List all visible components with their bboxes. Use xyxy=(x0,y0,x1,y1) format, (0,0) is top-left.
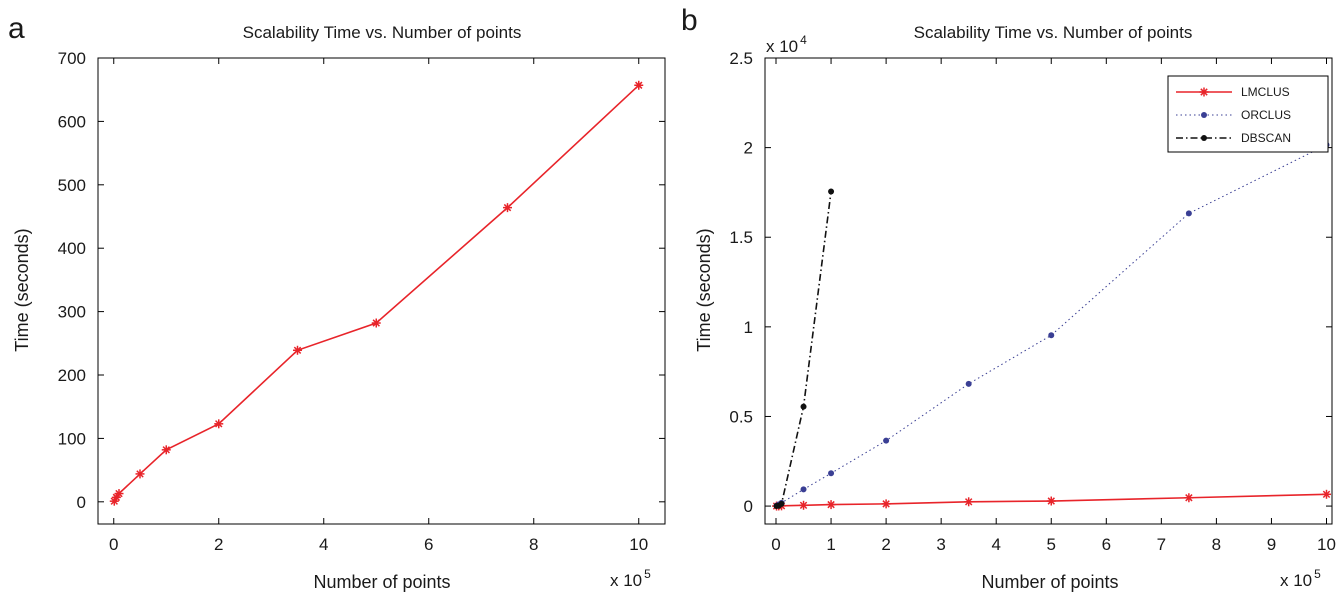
x-tick-label-b-7: 7 xyxy=(1157,535,1166,554)
legend-marker-0 xyxy=(1199,87,1209,97)
series-area-a xyxy=(109,80,644,506)
x-tick-label-b-10: 10 xyxy=(1317,535,1336,554)
x-tick-label-a-3: 6 xyxy=(424,535,433,554)
y-tick-label-b-3: 1.5 xyxy=(729,228,753,247)
data-point-a-0-2 xyxy=(114,489,124,499)
data-point-b-0-6 xyxy=(964,497,974,507)
y-multiplier-b: x 10 4 xyxy=(766,33,807,56)
chart-title-a: Scalability Time vs. Number of points xyxy=(243,23,522,42)
data-point-b-2-4 xyxy=(828,188,835,195)
data-point-b-1-4 xyxy=(828,470,835,477)
y-tick-label-a-4: 400 xyxy=(58,239,86,258)
y-tick-label-b-4: 2 xyxy=(744,139,753,158)
x-tick-label-a-0: 0 xyxy=(109,535,118,554)
data-point-b-2-3 xyxy=(800,403,807,410)
x-tick-label-b-8: 8 xyxy=(1212,535,1221,554)
x-tick-label-b-0: 0 xyxy=(771,535,780,554)
x-tick-label-b-5: 5 xyxy=(1047,535,1056,554)
legend-label-2: DBSCAN xyxy=(1241,131,1291,145)
y-axis-label-b: Time (seconds) xyxy=(694,228,714,351)
y-tick-label-b-5: 2.5 xyxy=(729,49,753,68)
x-tick-label-a-4: 8 xyxy=(529,535,538,554)
x-tick-label-a-2: 4 xyxy=(319,535,328,554)
series-a-0 xyxy=(109,80,644,506)
legend-label-1: ORCLUS xyxy=(1241,108,1291,122)
y-tick-label-a-0: 0 xyxy=(77,493,86,512)
x-tick-label-a-1: 2 xyxy=(214,535,223,554)
legend-item-1: ORCLUS xyxy=(1176,108,1291,122)
legend-label-0: LMCLUS xyxy=(1241,85,1290,99)
data-point-b-0-4 xyxy=(826,500,836,510)
y-tick-label-a-3: 300 xyxy=(58,303,86,322)
y-tick-label-a-5: 500 xyxy=(58,176,86,195)
data-point-b-1-8 xyxy=(1185,210,1192,217)
legend-marker-2 xyxy=(1201,135,1207,141)
data-point-b-2-2 xyxy=(778,500,785,507)
x-axis-label-b: Number of points xyxy=(981,572,1118,592)
series-area-b xyxy=(772,141,1331,511)
x-tick-label-b-3: 3 xyxy=(936,535,945,554)
plot-frame-a xyxy=(97,57,666,525)
series-b-2 xyxy=(773,188,835,509)
data-point-a-0-5 xyxy=(214,419,224,429)
data-point-b-1-3 xyxy=(800,486,807,493)
series-line-b-2 xyxy=(776,191,832,507)
data-point-a-0-4 xyxy=(161,445,171,455)
y-tick-label-a-1: 100 xyxy=(58,429,86,448)
y-tick-label-a-6: 600 xyxy=(58,112,86,131)
axis-ticks-b: 0 1 2 3 4 5 6 7 8 9 10 0 0.5 1 1.5 2 2.5 xyxy=(729,49,1336,554)
y-tick-label-b-2: 1 xyxy=(744,318,753,337)
data-point-b-0-5 xyxy=(881,499,891,509)
data-point-b-0-7 xyxy=(1046,496,1056,506)
data-point-b-1-5 xyxy=(883,437,890,444)
legend-box xyxy=(1167,75,1329,153)
legend-marker-1 xyxy=(1201,112,1207,118)
series-line-b-1 xyxy=(776,144,1327,507)
data-point-a-0-7 xyxy=(371,318,381,328)
data-point-b-0-8 xyxy=(1184,493,1194,503)
x-tick-label-a-5: 10 xyxy=(629,535,648,554)
chart-title-b: Scalability Time vs. Number of points xyxy=(914,23,1193,42)
data-point-b-0-9 xyxy=(1321,489,1331,499)
data-point-b-0-3 xyxy=(799,500,809,510)
x-tick-label-b-9: 9 xyxy=(1267,535,1276,554)
x-tick-label-b-4: 4 xyxy=(991,535,1000,554)
series-b-0 xyxy=(772,489,1331,511)
data-point-a-0-6 xyxy=(293,345,302,355)
x-multiplier-b: x 10 5 xyxy=(1280,567,1321,590)
legend-item-0: LMCLUS xyxy=(1176,85,1290,99)
y-tick-label-b-1: 0.5 xyxy=(729,407,753,426)
x-tick-label-b-2: 2 xyxy=(881,535,890,554)
y-tick-label-a-2: 200 xyxy=(58,366,86,385)
data-point-a-0-3 xyxy=(135,469,145,479)
plot-frame-b xyxy=(764,57,1333,525)
series-b-1 xyxy=(773,141,1330,509)
x-axis-label-a: Number of points xyxy=(313,572,450,592)
data-point-b-1-7 xyxy=(1048,332,1055,339)
data-point-a-0-8 xyxy=(503,203,512,213)
y-tick-label-a-7: 700 xyxy=(58,49,86,68)
legend-items: LMCLUS ORCLUS DBSCAN xyxy=(1176,85,1291,145)
x-tick-label-b-6: 6 xyxy=(1102,535,1111,554)
panel-a: a Scalability Time vs. Number of points … xyxy=(8,12,666,592)
data-point-a-0-9 xyxy=(634,80,644,90)
panel-label-a: a xyxy=(8,12,25,45)
panel-b: b Scalability Time vs. Number of points … xyxy=(681,4,1336,592)
data-point-b-1-6 xyxy=(965,380,972,387)
y-tick-label-b-0: 0 xyxy=(744,497,753,516)
series-line-a-0 xyxy=(113,84,640,502)
x-multiplier-a: x 10 5 xyxy=(610,567,651,590)
x-tick-label-b-1: 1 xyxy=(826,535,835,554)
legend-item-2: DBSCAN xyxy=(1176,131,1291,145)
panel-label-b: b xyxy=(681,4,698,37)
legend: LMCLUS ORCLUS DBSCAN xyxy=(1167,75,1329,153)
y-axis-label-a: Time (seconds) xyxy=(12,228,32,351)
